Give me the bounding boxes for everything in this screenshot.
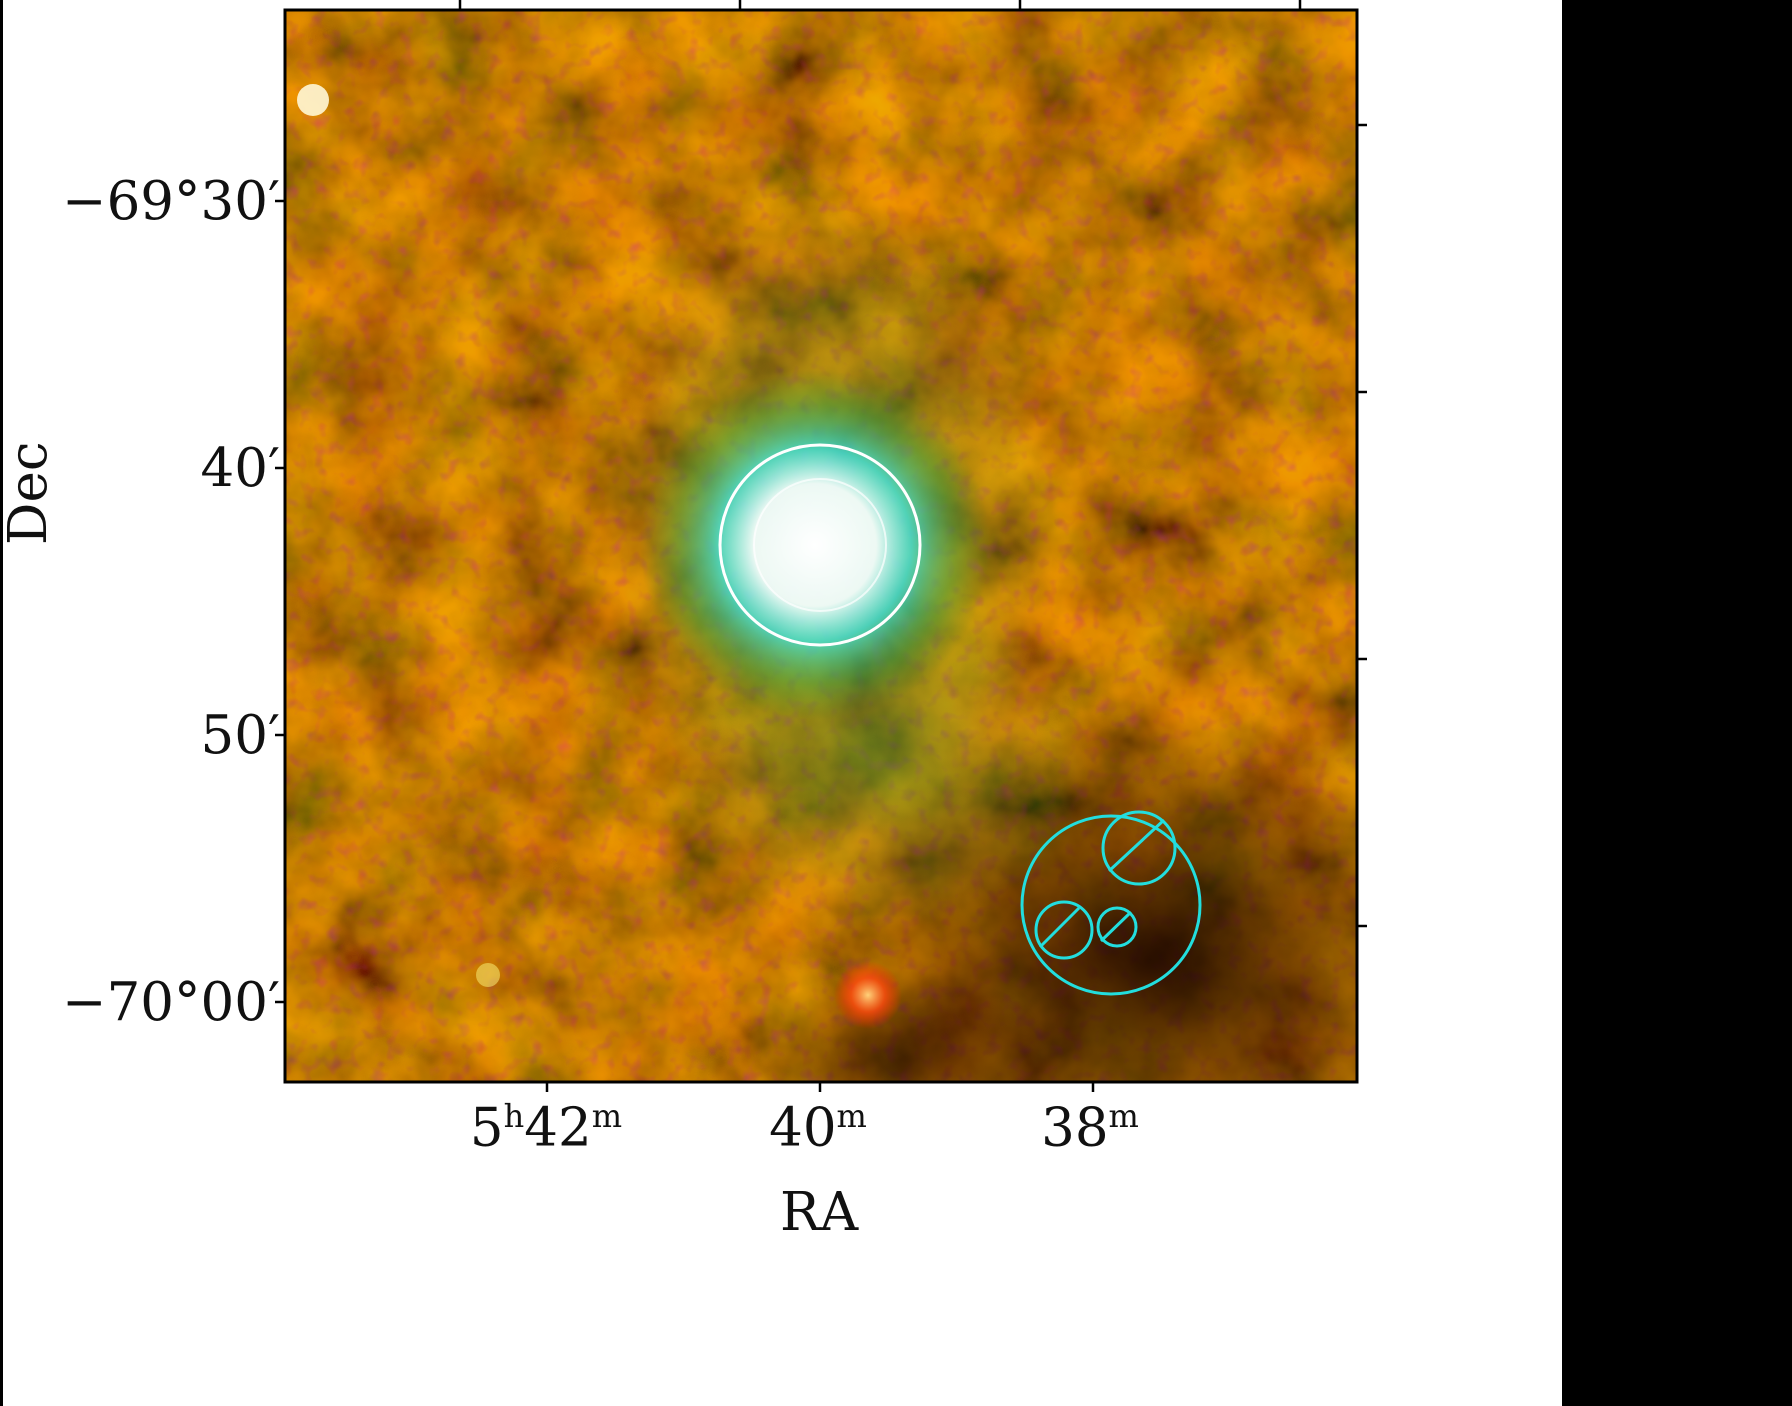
background-region bbox=[1020, 814, 1202, 996]
x-axis-title: RA bbox=[780, 1182, 859, 1243]
y-tick-label: −69°30′ bbox=[62, 171, 280, 232]
excluded-region-1 bbox=[1101, 810, 1177, 886]
excluded-region-1-slash bbox=[1107, 818, 1166, 873]
source-region-outer bbox=[718, 443, 922, 647]
excluded-region-3 bbox=[1096, 906, 1138, 948]
region-overlays bbox=[718, 443, 1202, 996]
excluded-region-2-slash bbox=[1038, 906, 1081, 949]
left-edge-border bbox=[0, 0, 3, 1406]
black-overlay-panel bbox=[1562, 0, 1792, 1406]
y-tick-label: 50′ bbox=[200, 705, 280, 766]
excluded-region-2 bbox=[1034, 900, 1094, 960]
x-tick-label: 38m bbox=[1041, 1097, 1139, 1159]
x-tick-label: 40m bbox=[769, 1097, 867, 1159]
image-raster bbox=[285, 10, 1357, 1082]
overlay-text-fragment: ection bbox=[1362, 878, 1547, 948]
y-tick-label: 40′ bbox=[200, 438, 280, 499]
x-tick-label: 5h42m bbox=[469, 1097, 623, 1159]
excluded-region-3-slash bbox=[1099, 910, 1133, 943]
source-region-inner bbox=[753, 478, 887, 612]
y-tick-label: −70°00′ bbox=[62, 972, 280, 1033]
axis-ticks bbox=[275, 0, 1367, 1092]
y-axis-title: Dec bbox=[0, 441, 59, 545]
